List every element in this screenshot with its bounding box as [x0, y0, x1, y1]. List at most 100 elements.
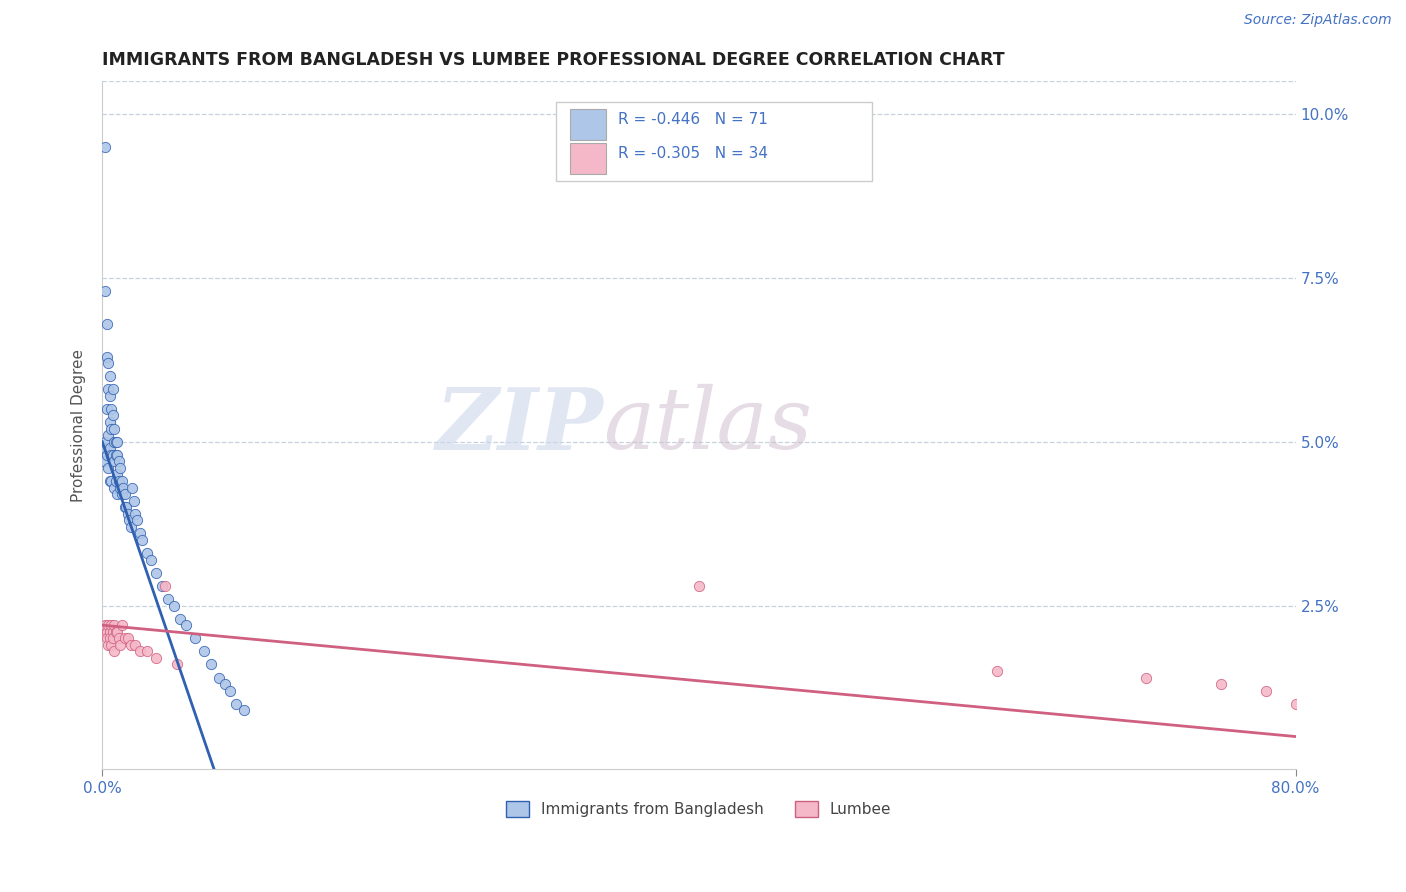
Point [105, 467, 128, 482]
Point [94, 284, 117, 298]
Point [94, 434, 117, 449]
Point [100, 474, 122, 488]
Point [103, 454, 125, 468]
Point [1254, 683, 1277, 698]
FancyBboxPatch shape [569, 144, 606, 174]
Point [122, 493, 145, 508]
Point [104, 624, 127, 639]
Point [101, 409, 124, 423]
Point [98, 369, 121, 384]
Point [101, 448, 124, 462]
Point [105, 487, 128, 501]
Point [214, 677, 236, 691]
Point [97, 428, 120, 442]
Point [93, 624, 115, 639]
Point [120, 638, 142, 652]
Point [1209, 677, 1232, 691]
Point [100, 401, 122, 416]
Point [193, 644, 215, 658]
Point [97, 618, 120, 632]
Text: R = -0.446   N = 71: R = -0.446 N = 71 [617, 112, 768, 127]
Text: ZIP: ZIP [436, 384, 603, 467]
Point [986, 664, 1008, 678]
Point [232, 703, 254, 717]
Point [96, 350, 118, 364]
Point [117, 632, 139, 646]
Point [97, 356, 120, 370]
Text: R = -0.305   N = 34: R = -0.305 N = 34 [617, 146, 768, 161]
Point [94, 140, 117, 154]
Point [688, 579, 710, 593]
Point [98, 624, 121, 639]
Point [120, 520, 142, 534]
Text: atlas: atlas [603, 384, 813, 467]
Point [117, 507, 139, 521]
Point [183, 632, 205, 646]
Point [107, 454, 129, 468]
Point [98, 474, 121, 488]
Point [93, 442, 115, 456]
Point [105, 448, 128, 462]
Point [124, 638, 146, 652]
Point [1284, 697, 1306, 711]
Point [93, 454, 115, 468]
Point [145, 566, 167, 580]
Point [104, 474, 127, 488]
Point [114, 632, 136, 646]
Point [166, 657, 188, 672]
Point [219, 683, 242, 698]
Point [1135, 671, 1157, 685]
Point [163, 599, 186, 613]
Point [125, 513, 148, 527]
Point [96, 401, 118, 416]
Text: Source: ZipAtlas.com: Source: ZipAtlas.com [1244, 13, 1392, 28]
Point [101, 624, 124, 639]
Point [121, 481, 143, 495]
Point [128, 526, 150, 541]
Point [118, 513, 141, 527]
Point [108, 481, 131, 495]
Point [150, 579, 173, 593]
Point [145, 651, 167, 665]
Point [101, 382, 124, 396]
Point [112, 481, 135, 495]
Point [153, 579, 176, 593]
Point [110, 487, 132, 501]
Point [131, 533, 153, 547]
Point [96, 317, 118, 331]
Point [107, 632, 129, 646]
Point [174, 618, 197, 632]
Point [97, 638, 120, 652]
Text: IMMIGRANTS FROM BANGLADESH VS LUMBEE PROFESSIONAL DEGREE CORRELATION CHART: IMMIGRANTS FROM BANGLADESH VS LUMBEE PRO… [103, 51, 1005, 69]
Point [96, 448, 118, 462]
Point [114, 487, 136, 501]
Point [200, 657, 222, 672]
Point [207, 671, 229, 685]
FancyBboxPatch shape [569, 109, 606, 140]
Point [108, 638, 131, 652]
Point [101, 632, 124, 646]
Point [103, 618, 125, 632]
Point [97, 382, 120, 396]
Point [124, 507, 146, 521]
Point [98, 632, 121, 646]
Point [136, 644, 159, 658]
Point [156, 591, 179, 606]
Point [98, 389, 121, 403]
Point [94, 618, 117, 632]
Point [104, 434, 127, 449]
Point [100, 421, 122, 435]
FancyBboxPatch shape [555, 102, 872, 181]
Point [98, 442, 121, 456]
Point [100, 638, 122, 652]
Point [115, 500, 138, 515]
Point [105, 434, 128, 449]
Point [103, 434, 125, 449]
Point [103, 481, 125, 495]
Point [103, 421, 125, 435]
Point [225, 697, 247, 711]
Y-axis label: Professional Degree: Professional Degree [72, 349, 86, 502]
Point [128, 644, 150, 658]
Point [108, 461, 131, 475]
Point [114, 500, 136, 515]
